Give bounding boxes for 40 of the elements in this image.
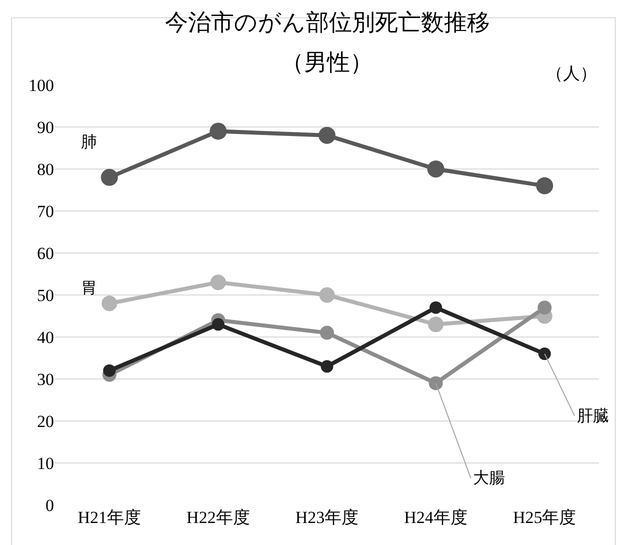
y-tick-label: 60 xyxy=(37,244,54,263)
x-tick-label: H22年度 xyxy=(186,508,250,527)
point xyxy=(538,348,551,360)
point xyxy=(210,122,227,140)
point xyxy=(212,318,224,331)
point xyxy=(103,364,116,377)
y-tick-label: 20 xyxy=(37,412,54,431)
y-tick-label: 0 xyxy=(46,496,54,515)
point xyxy=(427,160,444,178)
point xyxy=(102,296,118,312)
y-tick-label: 70 xyxy=(37,202,54,221)
point xyxy=(536,177,554,194)
point xyxy=(320,326,334,340)
point xyxy=(319,287,335,303)
y-tick-label: 80 xyxy=(37,160,54,179)
y-tick-label: 100 xyxy=(28,76,54,95)
x-tick-label: H24年度 xyxy=(404,508,468,527)
point xyxy=(538,300,552,315)
point xyxy=(428,316,444,332)
chart-subtitle: （男性） xyxy=(281,50,373,75)
series-label: 肺 xyxy=(81,134,97,151)
x-tick-label: H25年度 xyxy=(512,508,576,527)
point xyxy=(318,126,336,144)
point xyxy=(100,168,118,186)
x-tick-label: H23年度 xyxy=(295,508,359,527)
text: 大腸 xyxy=(473,469,505,487)
point xyxy=(320,360,334,373)
y-tick-label: 50 xyxy=(37,286,54,305)
point xyxy=(430,301,442,314)
y-tick-label: 10 xyxy=(37,454,54,473)
point xyxy=(210,274,226,290)
text: （人） xyxy=(546,64,597,83)
y-tick-label: 30 xyxy=(37,370,54,389)
x-tick-label: H21年度 xyxy=(78,508,142,527)
point xyxy=(428,376,443,390)
chart-title: 今治市のがん部位別死亡数推移 xyxy=(165,10,490,35)
y-tick-label: 40 xyxy=(37,328,54,347)
y-tick-label: 90 xyxy=(37,118,54,137)
text: 肝臓 xyxy=(577,407,609,425)
series-label: 胃 xyxy=(81,280,97,297)
